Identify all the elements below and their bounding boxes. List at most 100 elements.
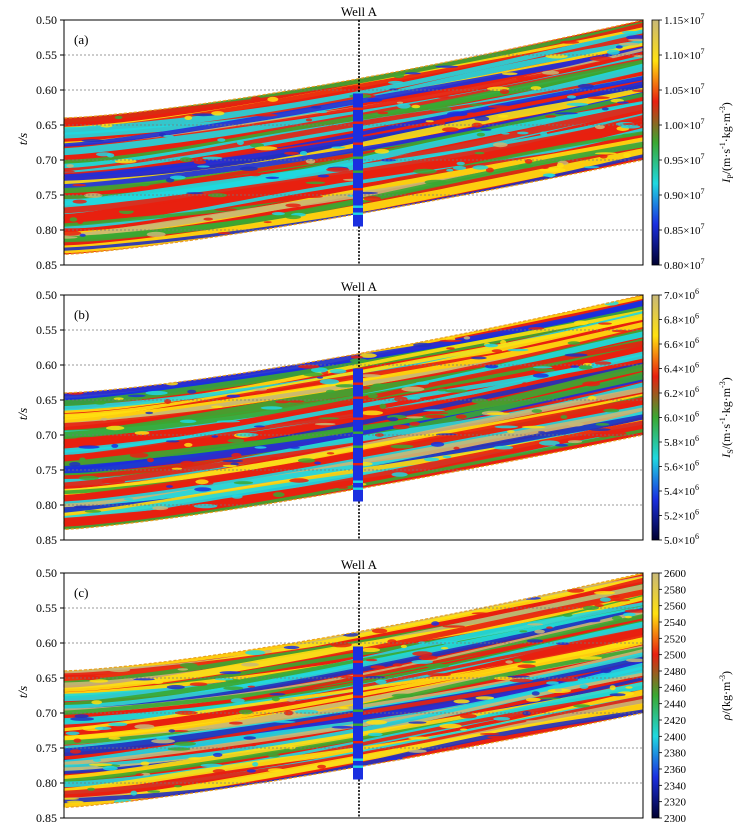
y-tick-label: 0.50 <box>36 13 57 27</box>
well-log-segment <box>353 480 363 483</box>
colorbar-tick-label: 0.85×107 <box>664 222 704 237</box>
y-axis-label: t/s <box>15 686 30 698</box>
colorbar-gradient <box>651 294 660 541</box>
colorbar-tick-label: 5.4×106 <box>664 483 699 498</box>
colorbar-tick-label: 5.6×106 <box>664 459 699 474</box>
well-log-segment <box>353 695 363 698</box>
colorbar-tick-label: 1.05×107 <box>664 82 704 97</box>
well-log-segment <box>353 487 363 490</box>
y-tick-label: 0.60 <box>36 83 57 97</box>
well-log-segment <box>353 212 363 215</box>
y-tick-label: 0.50 <box>36 288 57 302</box>
colorbar-tick-label: 6.0×106 <box>664 410 699 425</box>
y-tick-label: 0.80 <box>36 498 57 512</box>
well-log-segment <box>353 142 363 145</box>
colorbar-label: IS/(m·s-1·kg·m-3) <box>718 377 735 458</box>
colorbar-tick-label: 0.90×107 <box>664 187 704 202</box>
y-tick-label: 0.65 <box>36 118 57 132</box>
y-tick-label: 0.70 <box>36 706 57 720</box>
y-tick-label: 0.85 <box>36 811 57 825</box>
well-log-segment <box>353 431 363 434</box>
colorbar-tick-label: 6.2×106 <box>664 385 699 400</box>
colorbar-tick-label: 2320 <box>664 797 687 809</box>
well-label: Well A <box>341 279 378 294</box>
panel-c: 0.50 0.55 0.60 0.65 0.70 0.75 0.80 0.85 t/s Well … <box>15 557 733 825</box>
plot-frame <box>63 19 644 266</box>
well-log-segment <box>353 758 363 761</box>
y-tick-label: 0.50 <box>36 566 57 580</box>
colorbar-tick-label: 2480 <box>664 666 687 678</box>
well-log-segment <box>353 674 363 677</box>
colorbar-tick-label: 0.95×107 <box>664 152 704 167</box>
y-tick-label: 0.80 <box>36 776 57 790</box>
colorbar-tick-label: 2520 <box>664 633 687 645</box>
plot-frame <box>63 572 644 819</box>
well-log-segment <box>353 765 363 768</box>
well-label: Well A <box>341 557 378 572</box>
y-tick-label: 0.65 <box>36 393 57 407</box>
y-tick-label: 0.60 <box>36 358 57 372</box>
colorbar: 7.0×106 6.8×106 6.6×106 6.4×106 6.2×106 6.0×1… <box>651 287 735 547</box>
y-tick-label: 0.75 <box>36 741 57 755</box>
well-log-segment <box>353 723 363 726</box>
colorbar-tick-label: 2360 <box>664 764 687 776</box>
colorbar-tick-label: 2540 <box>664 617 687 629</box>
panel-b: 0.50 0.55 0.60 0.65 0.70 0.75 0.80 0.85 t/s Well … <box>15 279 735 547</box>
colorbar-tick-label: 7.0×106 <box>664 287 699 302</box>
colorbar-tick-label: 2560 <box>664 601 687 613</box>
y-tick-label: 0.85 <box>36 258 57 272</box>
colorbar-tick-label: 2300 <box>664 813 687 825</box>
colorbar-tick-label: 1.00×107 <box>664 117 704 132</box>
colorbar-tick-label: 5.2×106 <box>664 508 699 523</box>
colorbar-gradient <box>651 572 660 819</box>
colorbar-tick-label: 2420 <box>664 715 687 727</box>
well-log-segment <box>353 156 363 159</box>
well-log-segment <box>353 396 363 399</box>
panel-label: (b) <box>74 307 89 322</box>
well-log-segment <box>353 463 363 466</box>
y-tick-label: 0.75 <box>36 188 57 202</box>
well-log-bar <box>353 93 363 227</box>
colorbar-tick-label: 2440 <box>664 699 687 711</box>
panel-label: (a) <box>74 32 88 47</box>
well-log-segment <box>353 121 363 124</box>
colorbar-tick-label: 6.8×106 <box>664 312 699 327</box>
colorbar-tick-label: 6.4×106 <box>664 361 699 376</box>
y-tick-label: 0.75 <box>36 463 57 477</box>
y-tick-label: 0.70 <box>36 428 57 442</box>
well-log-bar <box>353 646 363 780</box>
colorbar-tick-label: 2500 <box>664 650 687 662</box>
colorbar-tick-label: 5.0×106 <box>664 532 699 547</box>
well-label: Well A <box>341 4 378 19</box>
well-log-segment <box>353 445 363 448</box>
plot-frame <box>63 294 644 541</box>
well-log-bar <box>353 368 363 502</box>
colorbar-tick-label: 2460 <box>664 682 687 694</box>
well-log-segment <box>353 660 363 663</box>
colorbar-tick-label: 5.8×106 <box>664 434 699 449</box>
well-log-segment <box>353 170 363 173</box>
y-tick-label: 0.55 <box>36 48 57 62</box>
colorbar: 2600 2580 2560 2540 2520 2500 2480 2460 2440 2420… <box>651 568 733 825</box>
colorbar-gradient <box>651 19 660 266</box>
y-tick-label: 0.55 <box>36 601 57 615</box>
well-log-segment <box>353 382 363 385</box>
y-axis-label: t/s <box>15 408 30 420</box>
panel-label: (c) <box>74 585 88 600</box>
colorbar-tick-label: 1.10×107 <box>664 47 704 62</box>
colorbar: 1.15×107 1.10×107 1.05×107 1.00×107 0.95×107… <box>651 12 735 272</box>
well-log-segment <box>353 709 363 712</box>
y-axis-label: t/s <box>15 133 30 145</box>
well-log-segment <box>353 188 363 191</box>
y-tick-label: 0.80 <box>36 223 57 237</box>
y-tick-label: 0.65 <box>36 671 57 685</box>
well-log-segment <box>353 107 363 110</box>
colorbar-label: ρ/(kg·m-3) <box>718 671 733 721</box>
y-tick-label: 0.60 <box>36 636 57 650</box>
colorbar-tick-label: 2400 <box>664 731 687 743</box>
colorbar-tick-label: 2600 <box>664 568 687 580</box>
colorbar-tick-label: 1.15×107 <box>664 12 704 27</box>
y-tick-label: 0.85 <box>36 533 57 547</box>
colorbar-label: IP/(m·s-1·kg·m-3) <box>718 102 735 183</box>
